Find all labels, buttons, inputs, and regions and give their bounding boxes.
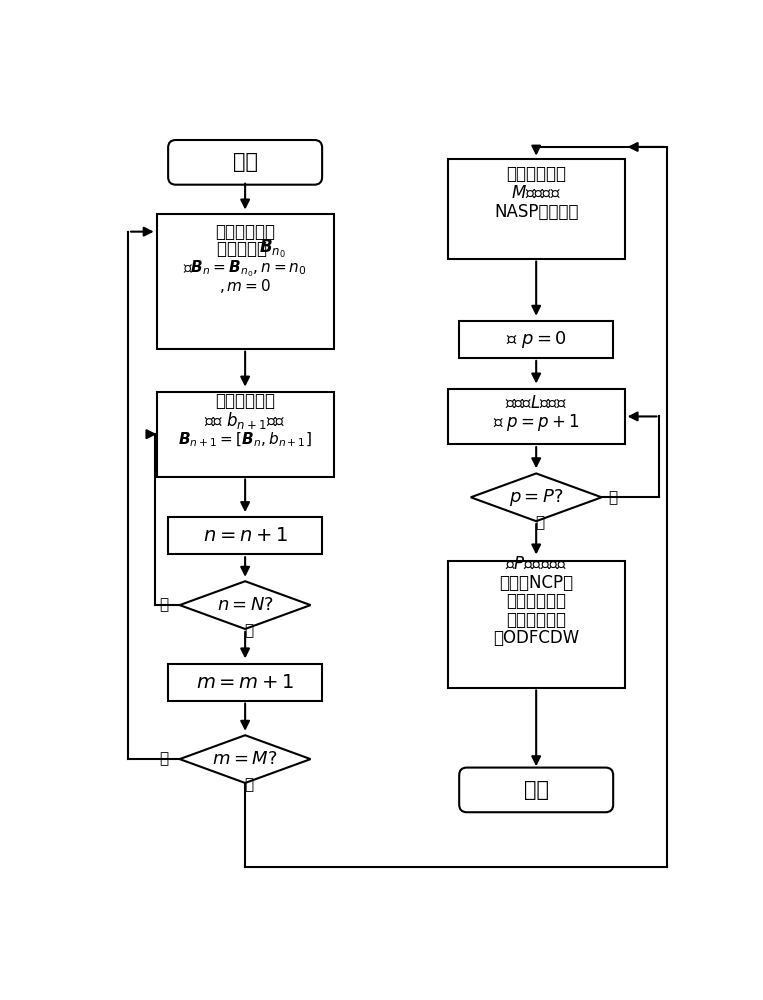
Text: 预测 $b_{n+1}$，令: 预测 $b_{n+1}$，令: [204, 410, 286, 431]
Text: $n=n+1$: $n=n+1$: [202, 526, 288, 545]
Bar: [156, 214, 333, 349]
Text: 频率码序列: 频率码序列: [217, 240, 272, 258]
Text: 结束: 结束: [523, 780, 549, 800]
Text: 令 $p=p+1$: 令 $p=p+1$: [493, 412, 580, 433]
Text: $m=m+1$: $m=m+1$: [196, 673, 295, 692]
Bar: [448, 561, 625, 688]
Text: $m=M?$: $m=M?$: [212, 750, 278, 768]
Text: 的ODFCDW: 的ODFCDW: [493, 629, 579, 647]
Bar: [448, 389, 625, 444]
Text: 从$P$组信号中搜: 从$P$组信号中搜: [505, 555, 568, 573]
Text: 令$\boldsymbol{B}_n=\boldsymbol{B}_{n_0},n=n_0$: 令$\boldsymbol{B}_n=\boldsymbol{B}_{n_0},…: [183, 258, 307, 279]
Text: 随机取$L$个信号: 随机取$L$个信号: [505, 394, 567, 412]
Text: 是: 是: [536, 515, 545, 530]
Bar: [459, 321, 613, 358]
Text: $\boldsymbol{B}_{n+1}=[\boldsymbol{B}_n,b_{n+1}]$: $\boldsymbol{B}_{n+1}=[\boldsymbol{B}_n,…: [179, 430, 312, 449]
Text: 选平均NCP最: 选平均NCP最: [499, 574, 573, 592]
Text: 否: 否: [159, 598, 169, 613]
Text: 得到个体数为: 得到个体数为: [506, 165, 566, 183]
Polygon shape: [471, 473, 602, 521]
Polygon shape: [179, 581, 311, 629]
Text: 随机产生初始: 随机产生初始: [215, 223, 275, 241]
Text: $n=N?$: $n=N?$: [217, 596, 274, 614]
Text: $\boldsymbol{B}_{n_0}$: $\boldsymbol{B}_{n_0}$: [259, 238, 285, 260]
Text: $M$的具有低: $M$的具有低: [511, 184, 561, 202]
Bar: [156, 392, 333, 477]
Text: 开始: 开始: [233, 152, 258, 172]
Polygon shape: [179, 735, 311, 783]
Text: 否: 否: [609, 490, 618, 505]
Text: 是: 是: [244, 777, 253, 792]
Text: 小的一组信号: 小的一组信号: [506, 592, 566, 610]
Text: $p=P?$: $p=P?$: [509, 487, 564, 508]
Bar: [448, 158, 625, 259]
Text: $,m=0$: $,m=0$: [219, 277, 271, 295]
FancyBboxPatch shape: [459, 768, 613, 812]
FancyBboxPatch shape: [168, 140, 322, 185]
Bar: [168, 664, 322, 701]
Text: 令 $p=0$: 令 $p=0$: [506, 329, 567, 350]
Text: 是: 是: [244, 623, 253, 638]
Text: 使用预测模型: 使用预测模型: [215, 392, 275, 410]
Text: 否: 否: [159, 752, 169, 767]
Text: 作为最终设计: 作为最终设计: [506, 611, 566, 629]
Text: NASP的信号集: NASP的信号集: [494, 203, 578, 221]
Bar: [168, 517, 322, 554]
